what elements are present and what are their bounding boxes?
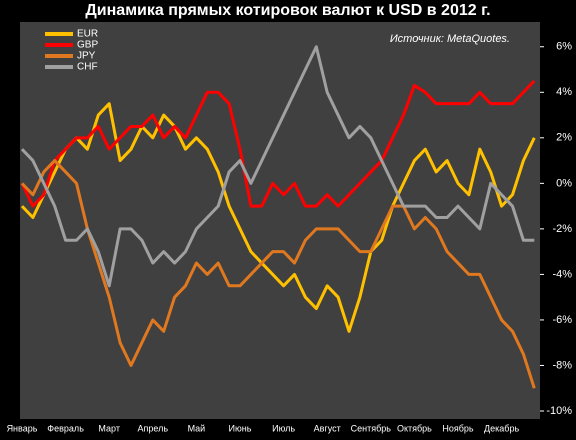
line <box>20 102 536 333</box>
annotation: Источник: MetaQuotes. <box>390 33 510 45</box>
x-tick-label: Март <box>98 423 120 433</box>
x-tick-label: Май <box>188 423 206 433</box>
legend-label: JPY <box>77 51 96 62</box>
legend-label: GBP <box>77 40 98 51</box>
x-tick-label: Октябрь <box>397 423 432 433</box>
line <box>20 159 536 389</box>
line <box>20 45 535 288</box>
line <box>20 79 536 208</box>
x-tick-label: Апрель <box>138 423 169 433</box>
y-tick-label: -10% <box>546 405 572 417</box>
y-tick-label: -8% <box>552 359 572 371</box>
x-tick-label: Сентябрь <box>351 423 392 433</box>
x-tick-label: Ноябрь <box>442 423 474 433</box>
x-tick-label: Август <box>314 423 341 433</box>
chart-title: Динамика прямых котировок валют к USD в … <box>85 2 490 19</box>
x-tick-label: Февраль <box>47 423 84 433</box>
y-tick-label: 6% <box>556 41 572 53</box>
legend-label: CHF <box>77 62 98 73</box>
y-tick-label: -4% <box>552 268 572 280</box>
x-tick-label: Декабрь <box>484 423 519 433</box>
plot-area <box>20 22 540 419</box>
y-tick-label: 4% <box>556 86 572 98</box>
y-tick-label: -6% <box>552 314 572 326</box>
x-tick-label: Июнь <box>229 423 252 433</box>
y-tick-label: 2% <box>556 132 572 144</box>
x-tick-label: Январь <box>7 423 38 433</box>
y-tick-label: 0% <box>556 177 572 189</box>
x-tick-label: Июль <box>272 423 295 433</box>
y-tick-label: -2% <box>552 223 572 235</box>
legend-label: EUR <box>77 29 98 40</box>
